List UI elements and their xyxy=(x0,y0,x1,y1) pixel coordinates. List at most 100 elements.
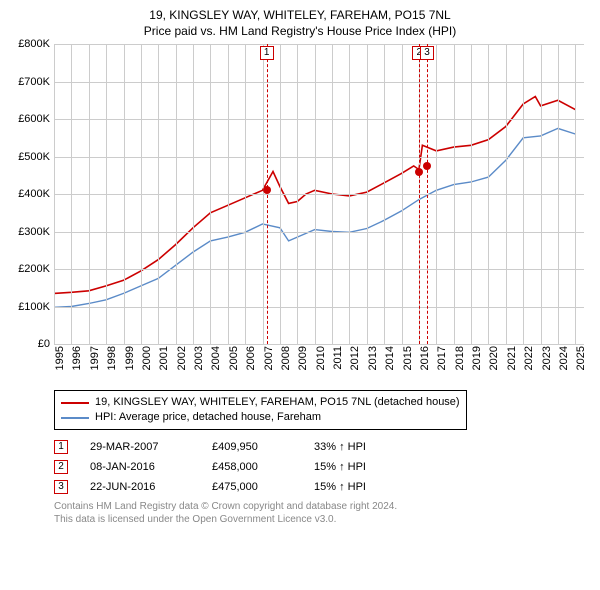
event-price: £409,950 xyxy=(212,441,292,453)
event-delta: 15% ↑ HPI xyxy=(314,481,366,493)
grid-line-v xyxy=(506,44,507,344)
x-tick-label: 1995 xyxy=(54,346,66,370)
grid-line-v xyxy=(558,44,559,344)
x-tick-label: 2011 xyxy=(332,346,344,370)
y-tick-label: £800K xyxy=(18,38,50,50)
y-tick-label: £300K xyxy=(18,226,50,238)
x-tick-label: 1997 xyxy=(89,346,101,370)
x-tick-label: 2000 xyxy=(141,346,153,370)
legend: 19, KINGSLEY WAY, WHITELEY, FAREHAM, PO1… xyxy=(54,390,467,430)
title-main: 19, KINGSLEY WAY, WHITELEY, FAREHAM, PO1… xyxy=(10,8,590,22)
event-date: 08-JAN-2016 xyxy=(90,461,190,473)
event-marker-box: 3 xyxy=(420,46,434,60)
grid-line-v xyxy=(263,44,264,344)
grid-line-h xyxy=(54,119,584,120)
event-vline xyxy=(419,44,420,344)
grid-line-v xyxy=(471,44,472,344)
grid-line-v xyxy=(124,44,125,344)
grid-line-v xyxy=(332,44,333,344)
events-table: 129-MAR-2007£409,95033% ↑ HPI208-JAN-201… xyxy=(54,440,590,494)
grid-line-v xyxy=(228,44,229,344)
footer: Contains HM Land Registry data © Crown c… xyxy=(54,500,590,526)
x-tick-label: 2012 xyxy=(349,346,361,370)
x-tick-label: 1999 xyxy=(124,346,136,370)
grid-line-v xyxy=(89,44,90,344)
grid-line-h xyxy=(54,157,584,158)
grid-line-v xyxy=(541,44,542,344)
grid-line-v xyxy=(176,44,177,344)
event-dot xyxy=(423,162,431,170)
grid-line-v xyxy=(436,44,437,344)
x-tick-label: 2013 xyxy=(367,346,379,370)
x-tick-label: 2009 xyxy=(297,346,309,370)
event-dot xyxy=(415,168,423,176)
x-tick-label: 2016 xyxy=(419,346,431,370)
x-tick-label: 2004 xyxy=(210,346,222,370)
event-row: 129-MAR-2007£409,95033% ↑ HPI xyxy=(54,440,590,454)
grid-line-v xyxy=(349,44,350,344)
y-axis: £0£100K£200K£300K£400K£500K£600K£700K£80… xyxy=(10,44,54,344)
grid-line-v xyxy=(384,44,385,344)
grid-line-v xyxy=(210,44,211,344)
x-tick-label: 2005 xyxy=(228,346,240,370)
grid-line-v xyxy=(245,44,246,344)
legend-swatch xyxy=(61,402,89,404)
grid-line-v xyxy=(523,44,524,344)
grid-line-v xyxy=(106,44,107,344)
y-tick-label: £100K xyxy=(18,301,50,313)
x-tick-label: 2001 xyxy=(158,346,170,370)
event-row: 208-JAN-2016£458,00015% ↑ HPI xyxy=(54,460,590,474)
chart-title-block: 19, KINGSLEY WAY, WHITELEY, FAREHAM, PO1… xyxy=(10,8,590,38)
x-tick-label: 2024 xyxy=(558,346,570,370)
grid-line-v xyxy=(280,44,281,344)
grid-line-v xyxy=(454,44,455,344)
grid-line-v xyxy=(193,44,194,344)
x-tick-label: 2017 xyxy=(436,346,448,370)
y-tick-label: £200K xyxy=(18,263,50,275)
x-tick-label: 1996 xyxy=(71,346,83,370)
event-date: 29-MAR-2007 xyxy=(90,441,190,453)
grid-line-v xyxy=(141,44,142,344)
legend-row: 19, KINGSLEY WAY, WHITELEY, FAREHAM, PO1… xyxy=(61,395,460,410)
event-price: £475,000 xyxy=(212,481,292,493)
grid-line-h xyxy=(54,232,584,233)
x-tick-label: 2015 xyxy=(402,346,414,370)
legend-row: HPI: Average price, detached house, Fare… xyxy=(61,410,460,425)
title-sub: Price paid vs. HM Land Registry's House … xyxy=(10,24,590,38)
y-tick-label: £0 xyxy=(38,338,50,350)
grid-line-v xyxy=(54,44,55,344)
event-id-box: 2 xyxy=(54,460,68,474)
x-tick-label: 2019 xyxy=(471,346,483,370)
x-tick-label: 2020 xyxy=(488,346,500,370)
x-axis: 1995199619971998199920002001200220032004… xyxy=(54,344,584,384)
footer-line1: Contains HM Land Registry data © Crown c… xyxy=(54,500,590,513)
event-price: £458,000 xyxy=(212,461,292,473)
x-tick-label: 2006 xyxy=(245,346,257,370)
x-tick-label: 2021 xyxy=(506,346,518,370)
x-tick-label: 2022 xyxy=(523,346,535,370)
x-tick-label: 1998 xyxy=(106,346,118,370)
event-id-box: 3 xyxy=(54,480,68,494)
grid-line-v xyxy=(71,44,72,344)
grid-line-h xyxy=(54,44,584,45)
legend-swatch xyxy=(61,417,89,419)
legend-label: HPI: Average price, detached house, Fare… xyxy=(95,410,321,425)
event-row: 3 22-JUN-2016 £475,000 15% ↑ HPI xyxy=(54,480,590,494)
event-vline xyxy=(427,44,428,344)
x-tick-label: 2010 xyxy=(315,346,327,370)
x-tick-label: 2002 xyxy=(176,346,188,370)
grid-line-v xyxy=(488,44,489,344)
grid-line-h xyxy=(54,82,584,83)
y-tick-label: £500K xyxy=(18,151,50,163)
grid-line-h xyxy=(54,269,584,270)
x-tick-label: 2014 xyxy=(384,346,396,370)
event-date: 22-JUN-2016 xyxy=(90,481,190,493)
footer-line2: This data is licensed under the Open Gov… xyxy=(54,513,590,526)
grid-line-h xyxy=(54,194,584,195)
x-tick-label: 2023 xyxy=(541,346,553,370)
event-marker-box: 1 xyxy=(260,46,274,60)
x-tick-label: 2008 xyxy=(280,346,292,370)
y-tick-label: £700K xyxy=(18,76,50,88)
legend-label: 19, KINGSLEY WAY, WHITELEY, FAREHAM, PO1… xyxy=(95,395,460,410)
grid-line-v xyxy=(367,44,368,344)
